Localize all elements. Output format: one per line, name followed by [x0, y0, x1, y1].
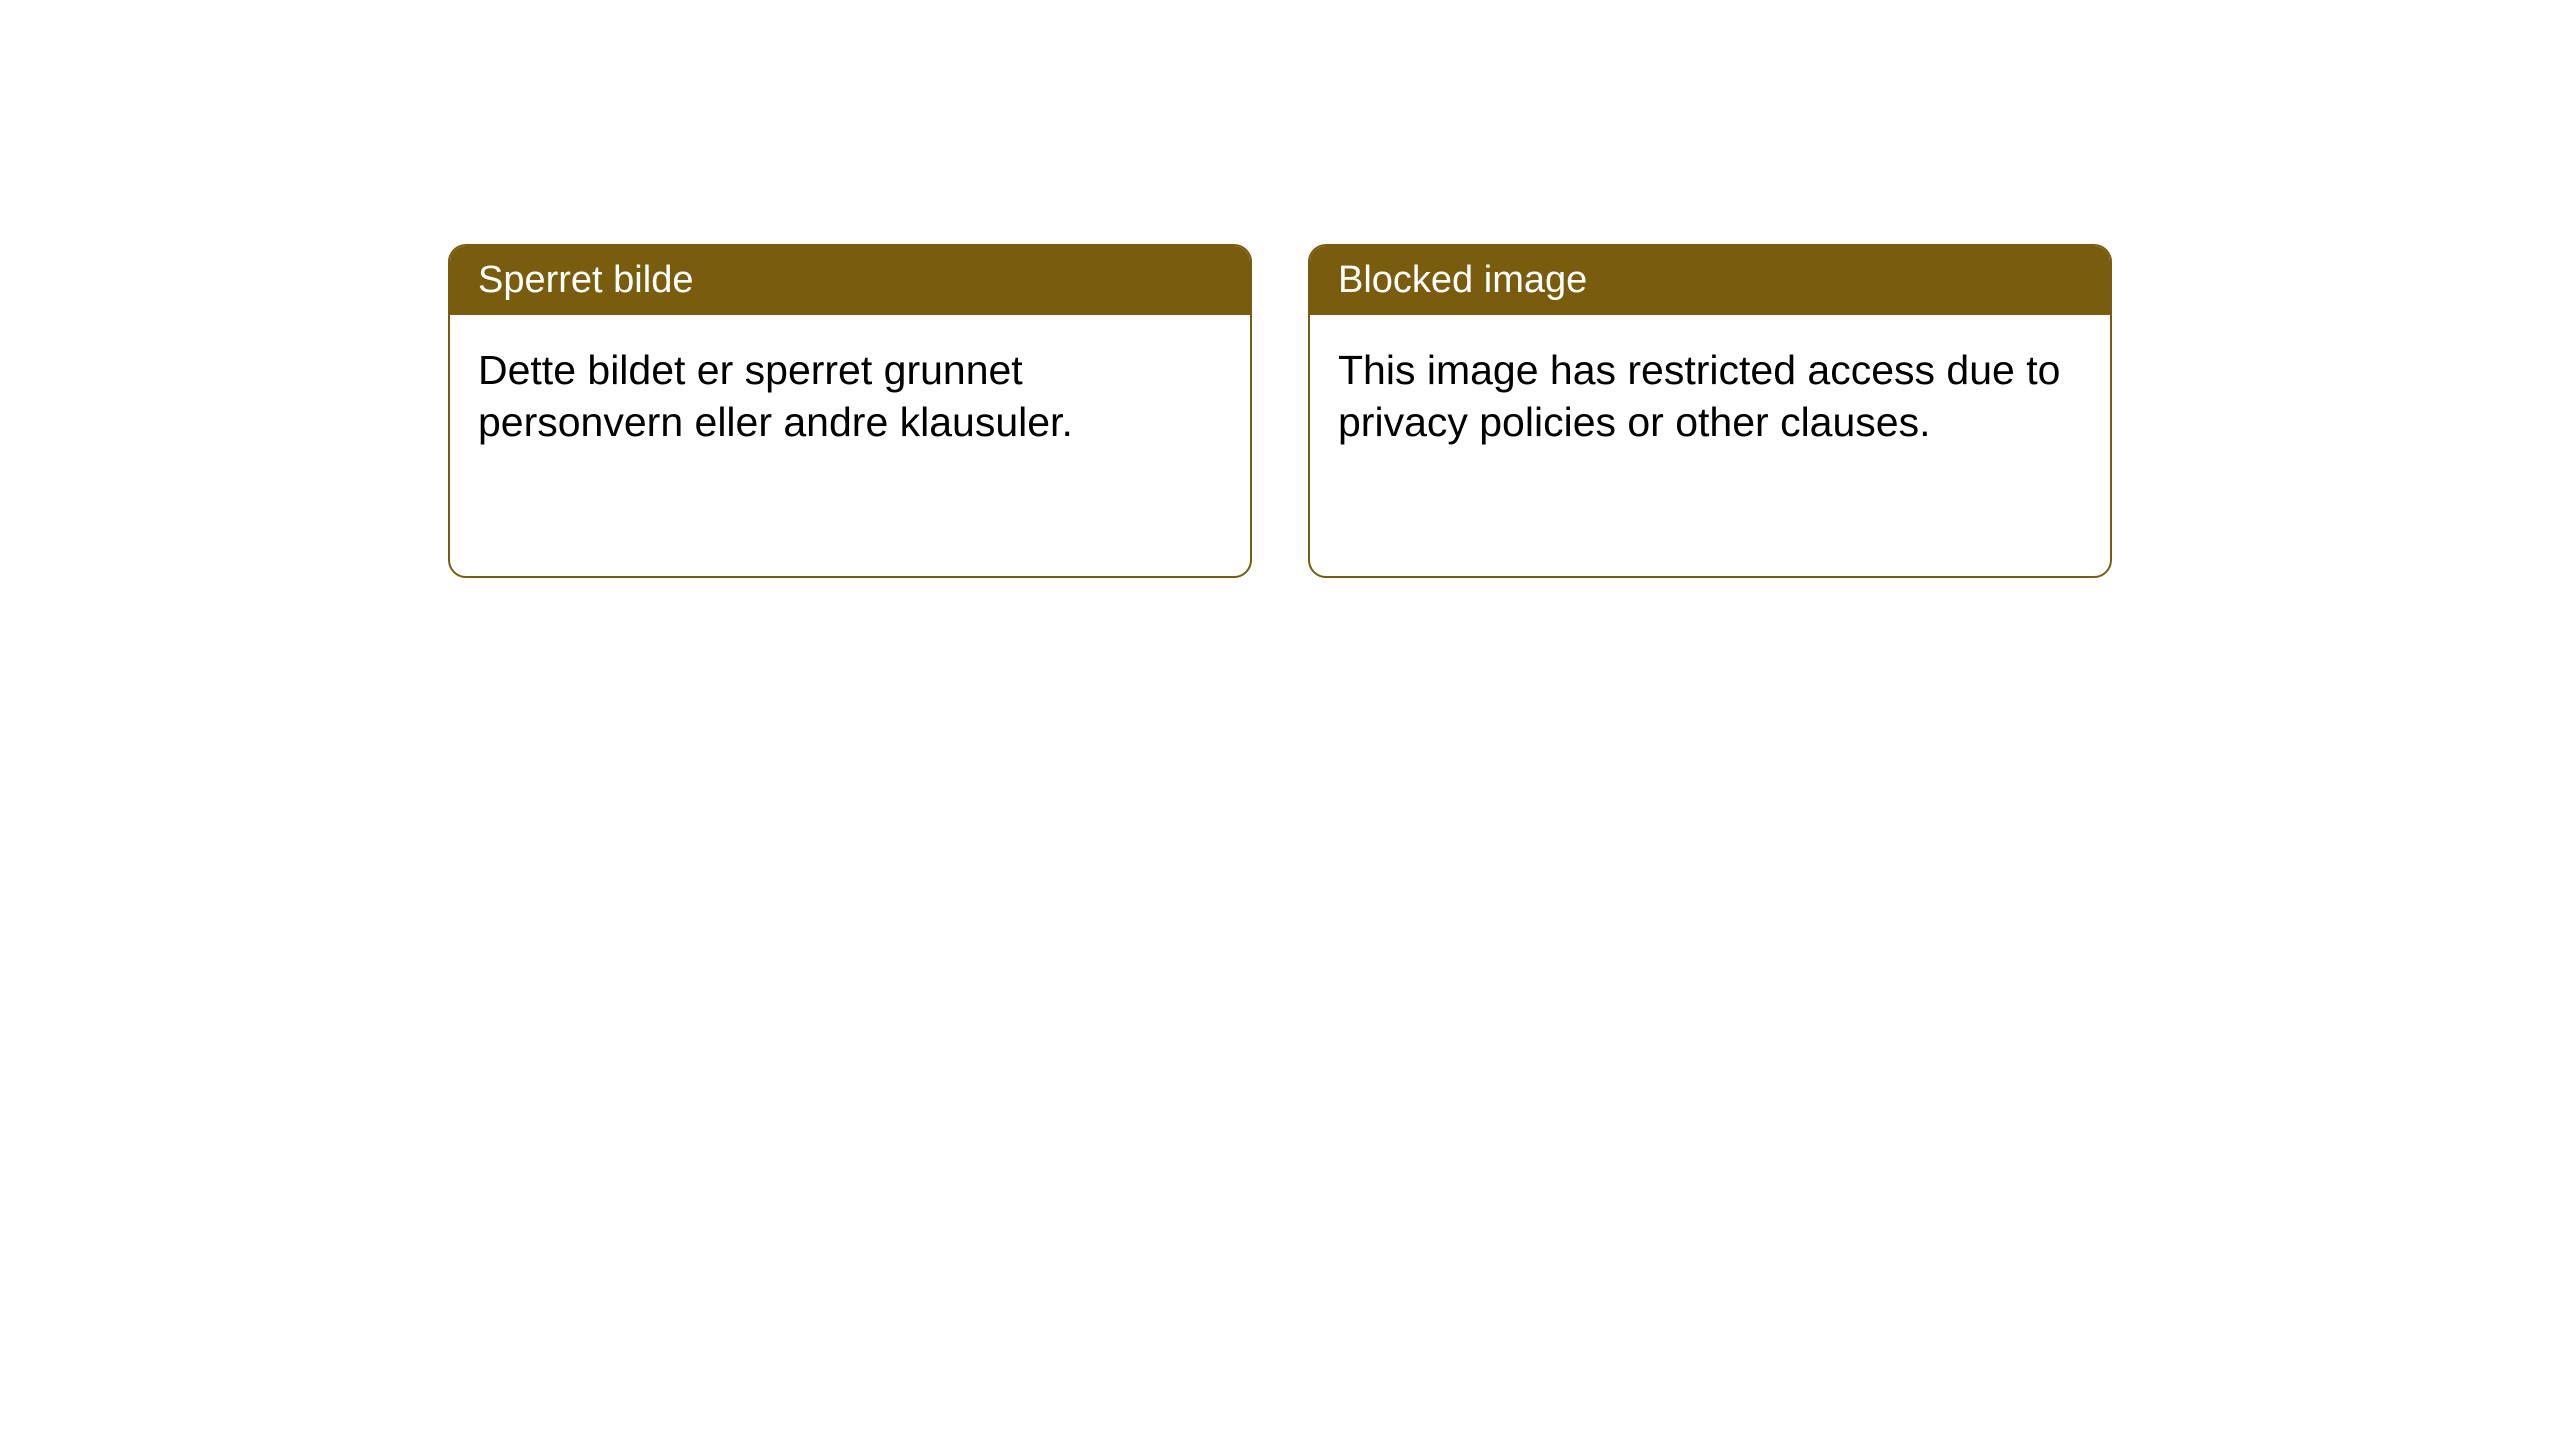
notice-card-english: Blocked image This image has restricted … — [1308, 244, 2112, 578]
notice-title: Blocked image — [1310, 246, 2110, 315]
notice-title: Sperret bilde — [450, 246, 1250, 315]
notice-container: Sperret bilde Dette bildet er sperret gr… — [0, 0, 2560, 578]
notice-body: This image has restricted access due to … — [1310, 315, 2110, 478]
notice-body: Dette bildet er sperret grunnet personve… — [450, 315, 1250, 478]
notice-card-norwegian: Sperret bilde Dette bildet er sperret gr… — [448, 244, 1252, 578]
